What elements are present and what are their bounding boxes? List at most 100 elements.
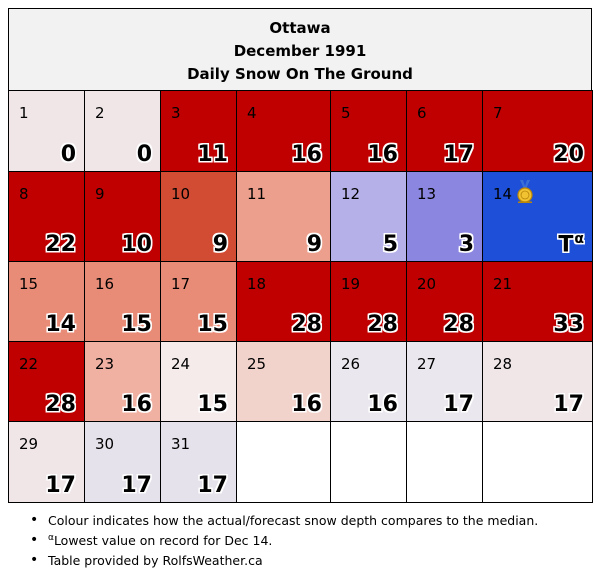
day-cell-19: 19 28 (330, 261, 407, 342)
snow-depth-number: 28 (291, 312, 322, 337)
day-cell-14: 14 Tα (482, 171, 593, 262)
day-cell-23: 23 16 (84, 341, 161, 422)
snow-depth-value: Tα (558, 231, 584, 257)
day-cell-16: 16 15 (84, 261, 161, 342)
calendar-header: Ottawa December 1991 Daily Snow On The G… (8, 8, 592, 91)
day-number: 17 (171, 275, 191, 293)
day-cell-30: 30 17 (84, 421, 161, 503)
snow-depth-number: 17 (197, 473, 228, 498)
day-number: 14 (493, 185, 513, 203)
day-number: 18 (247, 275, 267, 293)
day-number: 30 (95, 435, 115, 453)
day-cell-5: 5 16 (330, 90, 407, 172)
day-number: 10 (171, 185, 191, 203)
day-cell-4: 4 16 (236, 90, 331, 172)
snow-depth-value: 0 (61, 142, 76, 167)
snow-depth-number: 11 (197, 142, 228, 167)
colour-footnote: Colour indicates how the actual/forecast… (30, 512, 538, 528)
snow-depth-number: 28 (443, 312, 474, 337)
day-number: 16 (95, 275, 115, 293)
snow-depth-value: 3 (459, 232, 474, 257)
day-number: 9 (95, 185, 105, 203)
day-number: 4 (247, 104, 257, 122)
day-number: 1 (19, 104, 29, 122)
day-cell-21: 21 33 (482, 261, 593, 342)
snow-depth-value: 15 (197, 392, 228, 417)
day-cell-11: 11 9 (236, 171, 331, 262)
record-footnote-marker: α (48, 533, 54, 543)
snow-depth-number: 9 (306, 232, 322, 257)
record-marker: α (574, 230, 584, 247)
day-cell-12: 12 5 (330, 171, 407, 262)
day-number: 6 (417, 104, 427, 122)
snow-depth-number: 16 (121, 392, 152, 417)
empty-cell (330, 421, 407, 503)
snow-depth-value: 28 (443, 312, 474, 337)
day-number: 5 (341, 104, 351, 122)
snow-depth-number: 28 (367, 312, 398, 337)
snow-depth-number: 14 (45, 312, 76, 337)
day-number: 21 (493, 275, 513, 293)
snow-depth-value: 16 (367, 392, 398, 417)
snow-depth-value: 33 (553, 312, 584, 337)
day-cell-3: 3 11 (160, 90, 237, 172)
footnotes: Colour indicates how the actual/forecast… (30, 512, 538, 573)
day-number: 2 (95, 104, 105, 122)
snow-depth-value: 28 (45, 392, 76, 417)
snow-depth-value: 11 (197, 142, 228, 167)
snow-depth-number: 28 (45, 392, 76, 417)
snow-depth-value: 14 (45, 312, 76, 337)
snow-depth-value: 28 (291, 312, 322, 337)
snow-depth-number: 16 (367, 142, 398, 167)
day-cell-17: 17 15 (160, 261, 237, 342)
snow-depth-value: 9 (213, 232, 228, 257)
snow-depth-value: 15 (121, 312, 152, 337)
snow-depth-number: 17 (553, 392, 584, 417)
snow-depth-value: 15 (197, 312, 228, 337)
snow-depth-value: 16 (367, 142, 398, 167)
snow-depth-number: 5 (382, 232, 398, 257)
snow-depth-number: 22 (45, 232, 76, 257)
empty-cell (236, 421, 331, 503)
day-number: 31 (171, 435, 191, 453)
snow-depth-number: 17 (443, 392, 474, 417)
day-cell-10: 10 9 (160, 171, 237, 262)
day-number: 22 (19, 355, 39, 373)
snow-depth-value: 16 (291, 392, 322, 417)
snow-depth-value: 17 (443, 392, 474, 417)
snow-depth-value: 17 (121, 473, 152, 498)
medal-icon (517, 180, 533, 203)
day-cell-24: 24 15 (160, 341, 237, 422)
snow-depth-number: 3 (458, 232, 474, 257)
snow-depth-number: 15 (197, 312, 228, 337)
snow-depth-value: 17 (553, 392, 584, 417)
day-cell-13: 13 3 (406, 171, 483, 262)
snow-depth-number: 9 (212, 232, 228, 257)
record-footnote: αLowest value on record for Dec 14. (30, 532, 538, 548)
snow-depth-value: 16 (291, 142, 322, 167)
day-number: 8 (19, 185, 29, 203)
day-cell-6: 6 17 (406, 90, 483, 172)
snow-depth-number: 16 (291, 392, 322, 417)
day-number: 27 (417, 355, 437, 373)
day-cell-20: 20 28 (406, 261, 483, 342)
snow-depth-number: 0 (60, 142, 76, 167)
day-number: 15 (19, 275, 39, 293)
day-number: 26 (341, 355, 361, 373)
day-number: 28 (493, 355, 513, 373)
day-number: 19 (341, 275, 361, 293)
snow-depth-value: 17 (197, 473, 228, 498)
day-cell-9: 9 10 (84, 171, 161, 262)
snow-depth-number: 16 (367, 392, 398, 417)
day-cell-15: 15 14 (8, 261, 85, 342)
snow-depth-number: T (558, 232, 574, 257)
snow-depth-number: 16 (291, 142, 322, 167)
snow-depth-number: 17 (443, 142, 474, 167)
empty-cell (406, 421, 483, 503)
snow-depth-number: 17 (121, 473, 152, 498)
day-cell-26: 26 16 (330, 341, 407, 422)
day-cell-31: 31 17 (160, 421, 237, 503)
day-number: 25 (247, 355, 267, 373)
